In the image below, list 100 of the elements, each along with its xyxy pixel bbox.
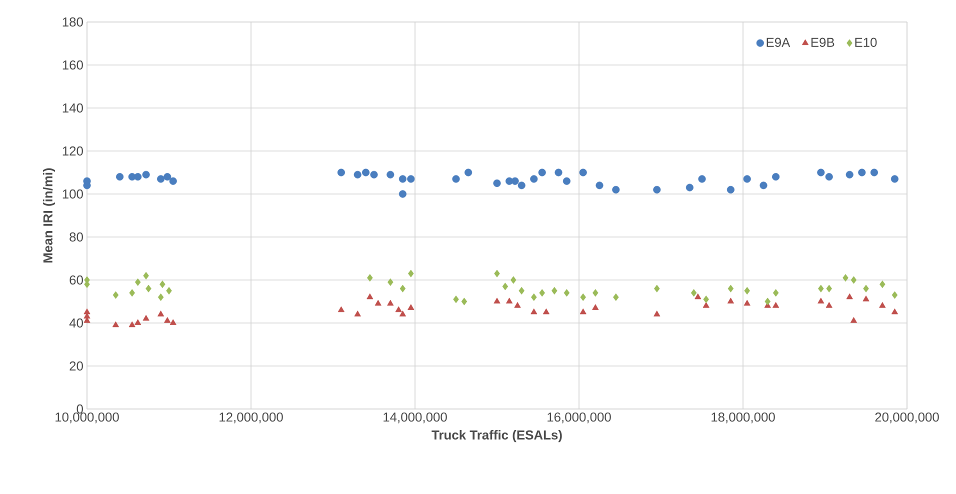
y-tick-label: 20 — [70, 361, 83, 371]
point — [531, 293, 537, 301]
point — [84, 308, 90, 314]
point — [858, 168, 866, 176]
point — [129, 289, 135, 297]
point — [846, 170, 854, 178]
point — [510, 276, 516, 284]
point — [452, 175, 460, 183]
point — [453, 296, 459, 304]
y-tick-label: 120 — [62, 146, 83, 156]
point — [772, 173, 780, 181]
point — [592, 304, 599, 310]
x-tick-label: 18,000,000 — [712, 412, 775, 424]
point — [164, 173, 172, 181]
y-tick-label: 180 — [62, 17, 83, 27]
point — [511, 177, 519, 185]
point — [772, 302, 780, 308]
x-tick-label: 12,000,000 — [220, 412, 283, 424]
y-axis-title: Mean IRI (in/mi) — [42, 168, 56, 262]
point — [514, 302, 521, 308]
point — [826, 284, 832, 292]
point — [157, 310, 164, 316]
point — [84, 317, 90, 323]
point — [764, 298, 770, 306]
x-tick-label: 14,000,000 — [384, 412, 447, 424]
point — [772, 289, 779, 297]
point — [408, 304, 414, 310]
point — [744, 286, 750, 295]
point — [817, 168, 825, 176]
point — [134, 319, 142, 325]
point — [880, 280, 886, 288]
point — [464, 168, 472, 176]
point — [726, 186, 734, 194]
point — [408, 270, 414, 278]
y-tick-label: 80 — [70, 232, 83, 242]
point — [367, 274, 373, 282]
point — [818, 284, 824, 292]
y-tick-label: 0 — [76, 404, 83, 414]
point — [596, 182, 604, 190]
point — [580, 308, 586, 314]
point — [654, 310, 660, 316]
point — [407, 175, 415, 183]
point — [116, 173, 124, 181]
point — [502, 282, 508, 290]
point — [703, 296, 709, 304]
point — [891, 308, 898, 314]
point — [354, 310, 361, 316]
point — [580, 293, 586, 301]
point — [890, 175, 898, 183]
point — [613, 293, 619, 301]
point — [374, 300, 382, 306]
x-tick-label: 10,000,000 — [56, 412, 119, 424]
point — [694, 293, 702, 300]
point — [354, 170, 362, 178]
point — [157, 175, 165, 183]
legend-label: E9A — [766, 38, 790, 47]
point — [870, 168, 878, 176]
point — [387, 300, 394, 306]
point — [337, 168, 345, 176]
point — [143, 272, 149, 280]
legend-label: E9B — [811, 38, 834, 47]
point — [612, 186, 620, 194]
point — [160, 280, 166, 288]
point — [554, 168, 562, 176]
point — [370, 170, 378, 178]
point — [850, 276, 857, 284]
point — [530, 175, 538, 183]
point — [542, 308, 550, 314]
y-tick-label: 60 — [70, 275, 83, 285]
point — [506, 298, 513, 304]
point — [134, 278, 141, 286]
point — [112, 321, 120, 328]
point — [112, 291, 119, 299]
point — [842, 274, 848, 282]
point — [398, 190, 406, 198]
point — [702, 302, 710, 308]
point — [388, 278, 394, 286]
point — [879, 302, 886, 308]
point — [825, 173, 833, 181]
point — [461, 298, 468, 306]
point — [164, 317, 171, 323]
point — [846, 293, 853, 300]
point — [146, 284, 152, 292]
point — [518, 286, 524, 295]
point — [398, 175, 406, 183]
point — [538, 168, 546, 176]
point — [743, 175, 751, 183]
point — [564, 289, 570, 297]
point — [863, 284, 869, 292]
point — [698, 175, 706, 183]
y-tick-label: 160 — [62, 60, 83, 70]
point — [518, 182, 526, 190]
point — [169, 177, 177, 185]
point — [654, 284, 660, 292]
point — [686, 184, 694, 192]
point — [395, 306, 402, 312]
point — [338, 306, 345, 312]
x-tick-label: 16,000,000 — [548, 412, 611, 424]
point — [494, 298, 500, 304]
point — [760, 182, 768, 190]
